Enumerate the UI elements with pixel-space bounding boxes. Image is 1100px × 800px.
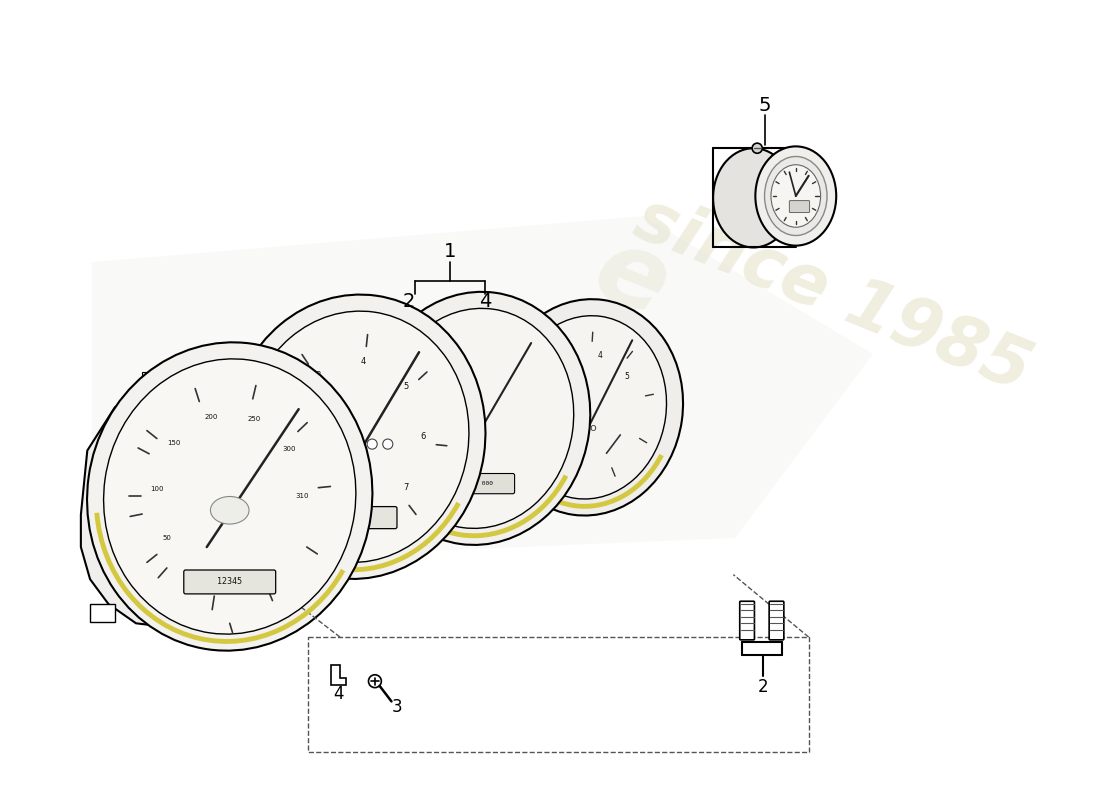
Text: 4: 4 <box>478 292 492 311</box>
Text: 2/4: 2/4 <box>449 414 458 419</box>
Ellipse shape <box>228 294 485 579</box>
Ellipse shape <box>87 342 373 650</box>
Text: 4: 4 <box>597 351 603 360</box>
Ellipse shape <box>103 359 356 634</box>
Text: 4: 4 <box>333 685 343 703</box>
Ellipse shape <box>244 311 469 562</box>
Text: 3: 3 <box>392 698 403 716</box>
Ellipse shape <box>756 146 836 246</box>
Text: Catdp: Catdp <box>449 473 466 478</box>
Text: 5: 5 <box>404 382 408 391</box>
Ellipse shape <box>509 316 667 499</box>
Text: 1: 1 <box>297 470 301 479</box>
Circle shape <box>336 439 346 449</box>
Text: 1: 1 <box>540 417 546 426</box>
FancyBboxPatch shape <box>769 602 784 640</box>
FancyBboxPatch shape <box>184 570 276 594</box>
Text: P: P <box>449 429 452 434</box>
Ellipse shape <box>382 308 574 528</box>
Circle shape <box>320 439 330 449</box>
Text: 2: 2 <box>403 292 415 311</box>
Text: 2: 2 <box>543 380 548 390</box>
Polygon shape <box>142 373 160 382</box>
Text: 5: 5 <box>758 97 771 115</box>
FancyBboxPatch shape <box>790 201 810 213</box>
Text: 100: 100 <box>151 486 164 492</box>
Text: 2: 2 <box>289 417 295 426</box>
Text: since 1985: since 1985 <box>625 185 1041 405</box>
FancyBboxPatch shape <box>441 474 515 494</box>
Polygon shape <box>331 665 345 685</box>
Ellipse shape <box>210 497 249 524</box>
Polygon shape <box>92 216 873 566</box>
Polygon shape <box>90 604 114 622</box>
Text: 120: 120 <box>418 331 429 336</box>
Ellipse shape <box>771 165 821 227</box>
Text: 12345: 12345 <box>217 578 242 586</box>
Circle shape <box>368 674 382 688</box>
Text: 4: 4 <box>361 358 366 366</box>
Ellipse shape <box>713 148 794 247</box>
Text: 1: 1 <box>444 242 456 261</box>
Ellipse shape <box>764 157 827 235</box>
Text: 50: 50 <box>163 535 172 541</box>
Text: 0000 000: 0000 000 <box>463 481 493 486</box>
Circle shape <box>352 439 362 449</box>
Text: 200: 200 <box>205 414 218 420</box>
Ellipse shape <box>365 292 591 545</box>
FancyBboxPatch shape <box>739 602 755 640</box>
Text: D: D <box>449 458 453 463</box>
Circle shape <box>383 439 393 449</box>
Text: 80: 80 <box>398 378 406 382</box>
Circle shape <box>752 143 762 154</box>
Text: 300: 300 <box>283 446 296 452</box>
Text: 3: 3 <box>315 371 320 380</box>
Text: 4/4: 4/4 <box>449 399 458 404</box>
Polygon shape <box>184 365 200 374</box>
Ellipse shape <box>493 299 683 515</box>
Text: 8: 8 <box>361 507 366 516</box>
Text: 0000: 0000 <box>348 513 366 522</box>
FancyBboxPatch shape <box>316 506 397 529</box>
Polygon shape <box>226 363 242 373</box>
Text: 150: 150 <box>167 440 180 446</box>
Text: 2: 2 <box>758 678 768 696</box>
Circle shape <box>367 439 377 449</box>
Text: 310: 310 <box>296 494 309 499</box>
Text: 5: 5 <box>624 372 629 382</box>
Text: 250: 250 <box>248 416 261 422</box>
Text: 3: 3 <box>565 354 571 363</box>
Text: 7: 7 <box>403 482 408 492</box>
Bar <box>308 637 808 752</box>
Text: e: e <box>579 219 682 339</box>
Text: o: o <box>590 422 596 433</box>
Polygon shape <box>81 377 315 628</box>
Text: N: N <box>449 443 453 449</box>
Text: 6: 6 <box>420 432 426 442</box>
